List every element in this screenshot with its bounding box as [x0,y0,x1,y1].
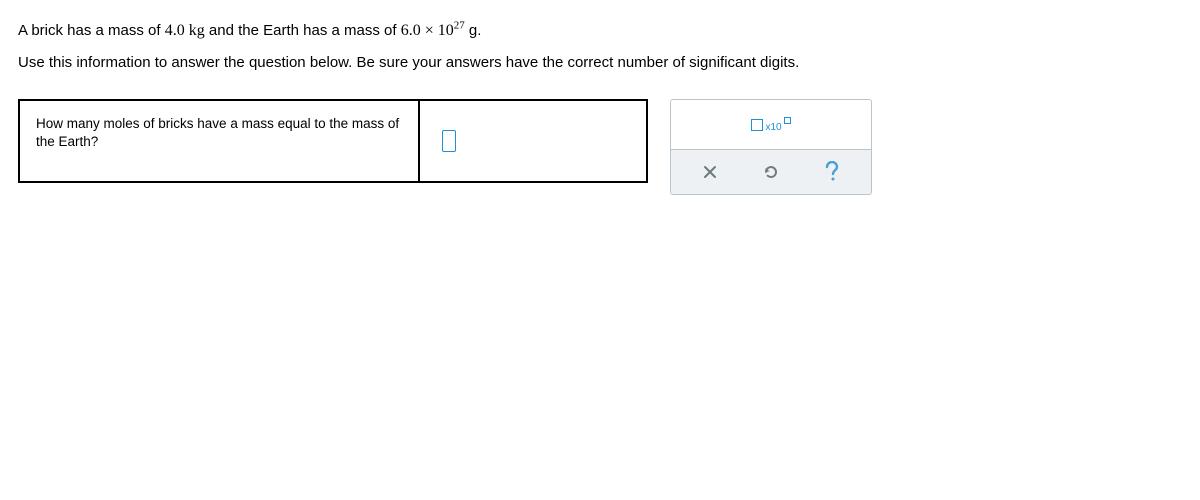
answer-input[interactable] [442,130,456,152]
earth-mass-coeff: 6.0 × 10 [401,22,454,39]
sci-x10-label: x10 [765,122,781,133]
palette-bottom-row [671,150,871,194]
reset-button[interactable] [751,156,791,188]
palette-top-row: x10 [671,100,871,150]
intro-part2: and the Earth has a mass of [209,22,401,39]
answer-cell [420,101,646,181]
earth-mass-value: 6.0 × 1027 [401,22,465,40]
x-icon [702,164,718,180]
undo-icon [762,163,780,181]
intro-line-2: Use this information to answer the quest… [18,54,1182,71]
input-palette: x10 [670,99,872,195]
intro-part1: A brick has a mass of [18,22,165,39]
sci-box-icon [751,119,763,131]
question-cell: How many moles of bricks have a mass equ… [20,101,420,181]
clear-button[interactable] [690,156,730,188]
help-button[interactable] [812,156,852,188]
intro-part3: g. [469,22,482,39]
question-answer-table: How many moles of bricks have a mass equ… [18,99,648,183]
scientific-notation-button[interactable]: x10 [751,119,790,131]
work-row: How many moles of bricks have a mass equ… [18,99,1182,195]
earth-mass-exp: 27 [454,20,465,32]
sci-exponent-box-icon [784,117,791,124]
intro-line-1: A brick has a mass of 4.0 kg and the Ear… [18,22,1182,40]
question-text: How many moles of bricks have a mass equ… [36,116,399,149]
question-mark-icon [823,161,841,183]
brick-mass-value: 4.0 kg [165,22,205,39]
